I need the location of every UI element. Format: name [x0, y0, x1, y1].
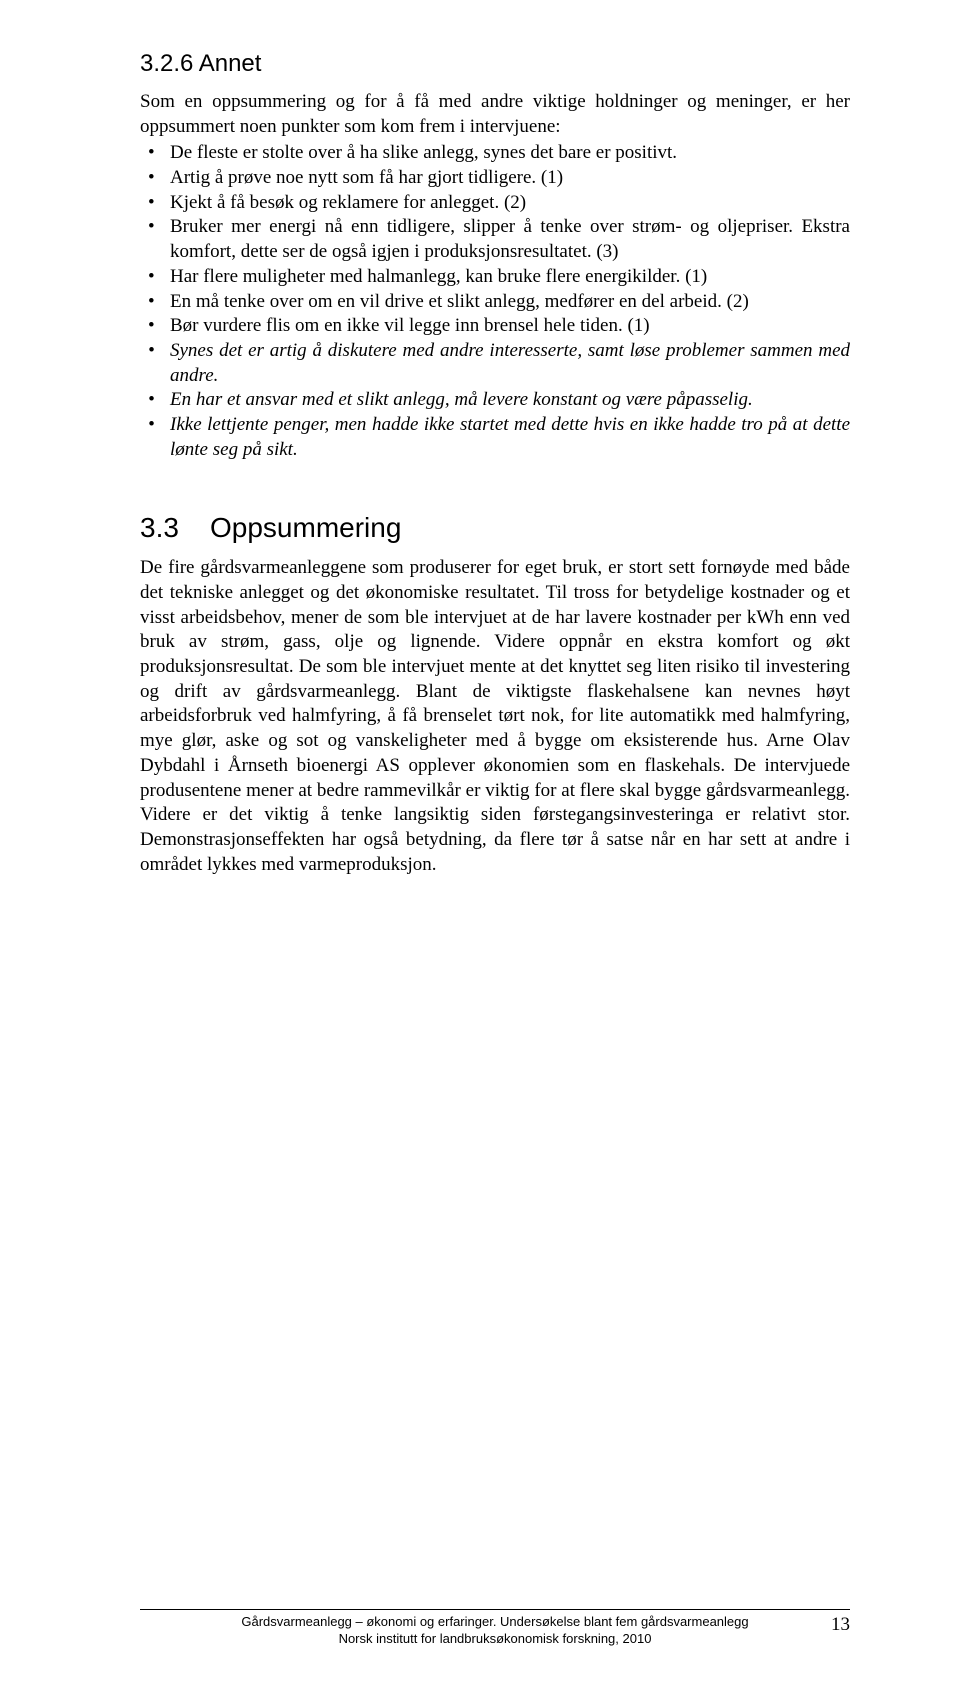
footer-text: Gårdsvarmeanlegg – økonomi og erfaringer…	[170, 1614, 820, 1648]
footer-line-2: Norsk institutt for landbruksøkonomisk f…	[339, 1631, 652, 1646]
section-number: 3.3	[140, 512, 210, 544]
section-title: Oppsummering	[210, 512, 401, 543]
list-item: De fleste er stolte over å ha slike anle…	[140, 141, 850, 166]
list-item: En har et ansvar med et slikt anlegg, må…	[140, 388, 850, 413]
bullet-list: De fleste er stolte over å ha slike anle…	[140, 141, 850, 462]
list-item: Ikke lettjente penger, men hadde ikke st…	[140, 413, 850, 462]
section-intro: Som en oppsummering og for å få med andr…	[140, 90, 850, 139]
list-item: Synes det er artig å diskutere med andre…	[140, 339, 850, 388]
list-item: En må tenke over om en vil drive et slik…	[140, 290, 850, 315]
section-heading-3-3: 3.3Oppsummering	[140, 512, 850, 544]
page-number: 13	[820, 1614, 850, 1636]
footer-divider	[140, 1609, 850, 1610]
list-item: Artig å prøve noe nytt som få har gjort …	[140, 166, 850, 191]
list-item: Kjekt å få besøk og reklamere for anlegg…	[140, 191, 850, 216]
list-item: Bruker mer energi nå enn tidligere, slip…	[140, 215, 850, 264]
list-item: Bør vurdere flis om en ikke vil legge in…	[140, 314, 850, 339]
list-item: Har flere muligheter med halmanlegg, kan…	[140, 265, 850, 290]
section-heading-3-2-6: 3.2.6 Annet	[140, 50, 850, 78]
page-footer: Gårdsvarmeanlegg – økonomi og erfaringer…	[140, 1609, 850, 1648]
footer-line-1: Gårdsvarmeanlegg – økonomi og erfaringer…	[241, 1614, 748, 1629]
footer-row: Gårdsvarmeanlegg – økonomi og erfaringer…	[140, 1614, 850, 1648]
section-body: De fire gårdsvarmeanleggene som produser…	[140, 556, 850, 877]
